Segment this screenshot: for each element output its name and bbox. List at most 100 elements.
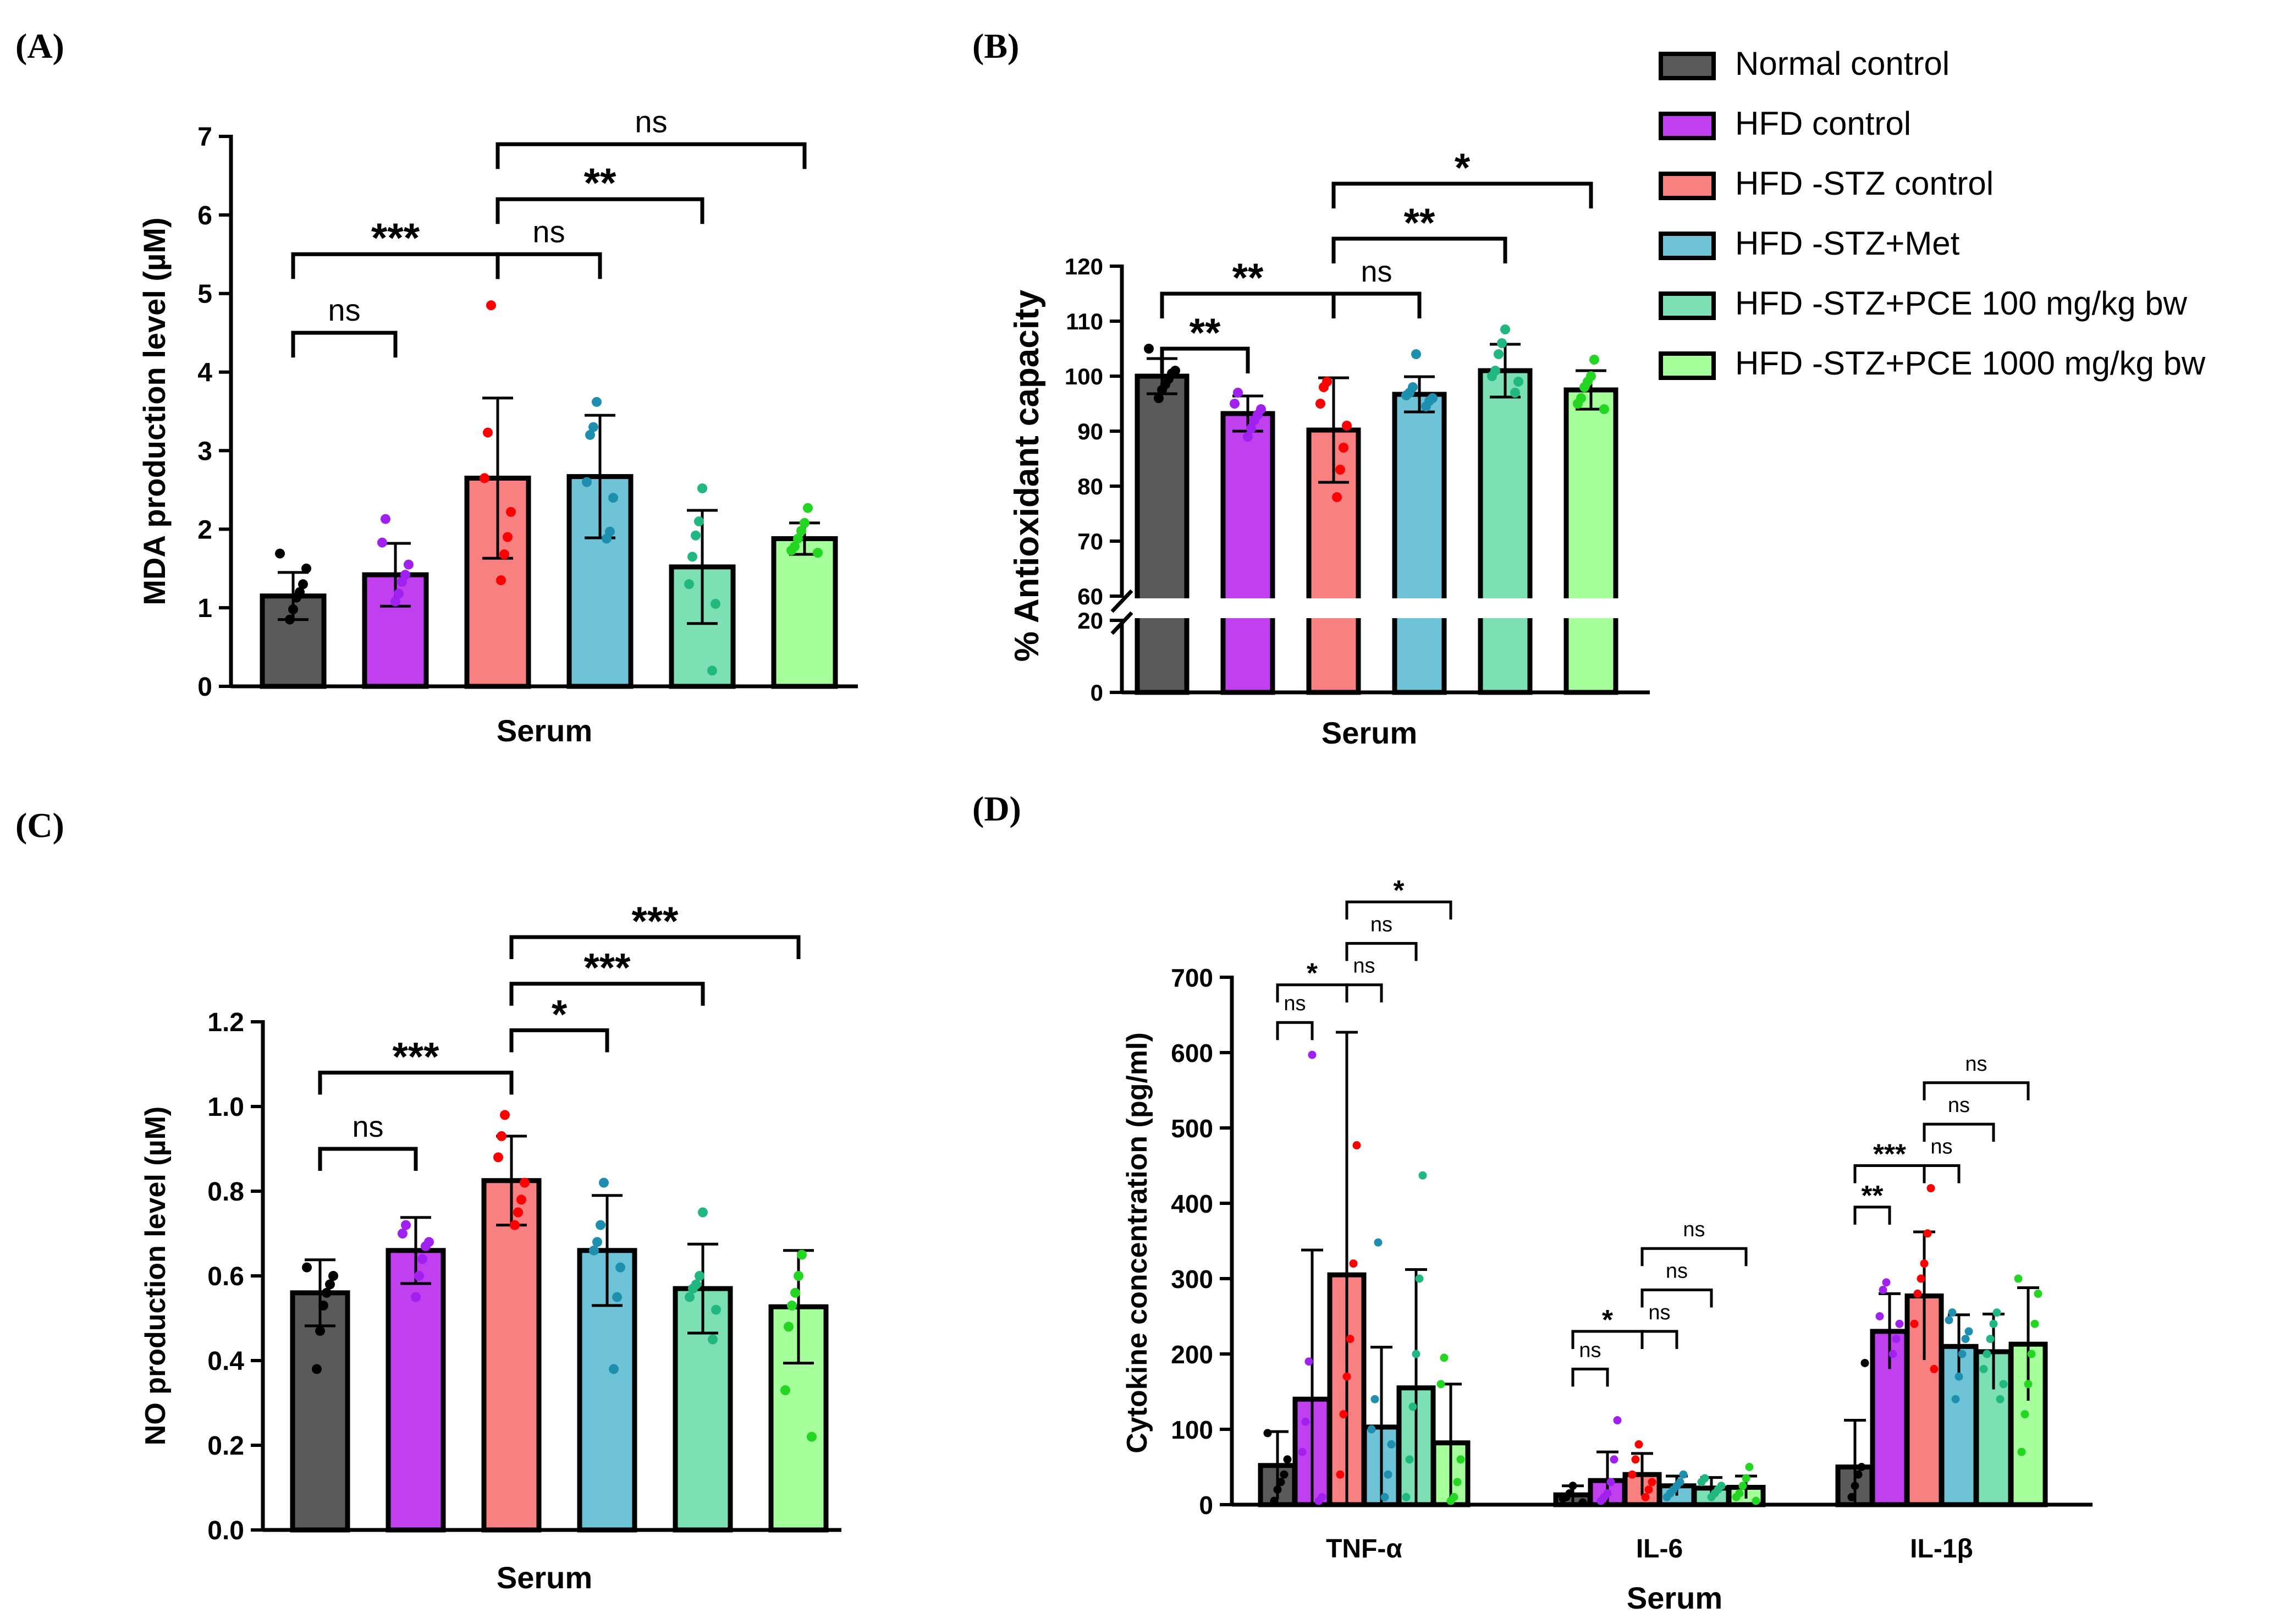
- y-axis-title: MDA production level (µM): [137, 217, 172, 605]
- y-tick-label: 100: [1065, 364, 1103, 389]
- data-point: [1352, 1141, 1361, 1150]
- significance-bracket: [509, 1028, 609, 1053]
- data-point: [1405, 1455, 1414, 1464]
- significance-label: ns: [532, 214, 565, 249]
- data-point: [796, 526, 806, 536]
- data-point: [1860, 1358, 1869, 1367]
- data-point: [585, 430, 595, 440]
- data-point: [394, 588, 404, 599]
- significance-label: ns: [328, 293, 360, 327]
- data-point: [1336, 1470, 1345, 1479]
- data-point: [417, 1254, 427, 1264]
- data-point: [1494, 349, 1504, 359]
- data-point: [483, 427, 493, 438]
- data-point: [480, 473, 489, 483]
- data-point: [1879, 1286, 1887, 1295]
- bar: [1478, 368, 1533, 695]
- data-point: [698, 1207, 708, 1218]
- data-point: [1610, 1455, 1618, 1464]
- y-tick-label: 0: [1199, 1491, 1213, 1520]
- data-point: [312, 1364, 322, 1374]
- legend-label: HFD -STZ+PCE 1000 mg/kg bw: [1735, 345, 2206, 382]
- data-point: [1319, 382, 1329, 392]
- data-point: [688, 1284, 698, 1294]
- data-point: [500, 1110, 510, 1120]
- data-point: [596, 1220, 605, 1230]
- data-point: [1920, 1259, 1929, 1268]
- data-point: [1851, 1482, 1859, 1490]
- data-point: [301, 563, 311, 574]
- y-tick-label: 0: [197, 673, 212, 702]
- data-point: [298, 579, 308, 590]
- significance-label: ns: [1579, 1339, 1601, 1362]
- data-point: [1631, 1455, 1640, 1464]
- bar: [1392, 392, 1447, 695]
- data-point: [1335, 465, 1345, 475]
- significance-bracket: [291, 331, 398, 358]
- data-point: [800, 518, 810, 528]
- data-point: [1579, 382, 1589, 392]
- data-point: [1875, 1312, 1884, 1320]
- data-point: [2020, 1410, 2029, 1419]
- significance-label: **: [1232, 256, 1264, 300]
- data-point: [496, 575, 506, 586]
- x-axis-title: Serum: [497, 1560, 592, 1595]
- data-point: [322, 1287, 332, 1298]
- legend-swatch: [1659, 351, 1716, 380]
- data-point: [1298, 1447, 1307, 1456]
- data-point: [302, 1262, 312, 1273]
- data-point: [1738, 1482, 1747, 1490]
- data-point: [1349, 1259, 1358, 1268]
- data-point: [1154, 393, 1164, 403]
- significance-bracket: [1923, 1081, 2030, 1100]
- data-point: [1497, 338, 1507, 348]
- y-tick-label: 600: [1171, 1039, 1213, 1067]
- data-point: [1510, 388, 1520, 398]
- data-point: [1270, 1496, 1279, 1505]
- data-point: [1246, 423, 1256, 433]
- data-point: [1954, 1372, 1963, 1381]
- data-point: [695, 1271, 704, 1281]
- data-point: [1367, 1425, 1376, 1434]
- data-point: [1648, 1478, 1656, 1487]
- data-point: [1384, 1470, 1392, 1479]
- data-point: [1951, 1395, 1960, 1403]
- data-point: [1418, 1171, 1427, 1180]
- y-tick-label: 0.8: [207, 1177, 244, 1207]
- data-point: [803, 503, 813, 513]
- y-tick-label: 1: [197, 594, 212, 623]
- data-point: [493, 1152, 503, 1163]
- data-point: [328, 1271, 338, 1281]
- y-axis-title: % Antioxidant capacity: [1008, 289, 1046, 662]
- significance-label: ***: [1873, 1138, 1906, 1170]
- data-point: [687, 552, 697, 562]
- significance-label: ns: [1666, 1260, 1688, 1283]
- data-point: [377, 537, 387, 548]
- data-point: [503, 532, 513, 542]
- significance-label: ns: [1370, 913, 1392, 936]
- data-point: [1315, 399, 1325, 409]
- data-point: [599, 1177, 609, 1188]
- data-point: [707, 665, 717, 676]
- data-point: [1411, 349, 1421, 359]
- significance-label: ns: [1948, 1094, 1970, 1117]
- significance-label: ns: [1284, 992, 1306, 1015]
- data-point: [499, 549, 509, 559]
- y-tick-label: 1.0: [207, 1093, 244, 1122]
- axis-break-gap: [1304, 598, 1363, 618]
- significance-bracket: [1345, 900, 1452, 920]
- data-point: [1314, 1496, 1323, 1505]
- axis-break-gap: [1476, 598, 1534, 618]
- panel-c: 0.00.20.40.60.81.01.2ns**********(C)Seru…: [15, 806, 841, 1595]
- significance-bracket: [1331, 181, 1593, 208]
- data-point: [1387, 1440, 1396, 1449]
- data-point: [1854, 1470, 1863, 1479]
- data-point: [1628, 1470, 1637, 1479]
- y-tick-label: 200: [1171, 1340, 1213, 1369]
- data-point: [1634, 1440, 1643, 1449]
- y-tick-label: 0.2: [207, 1432, 244, 1461]
- data-point: [325, 1279, 335, 1290]
- data-point: [1233, 388, 1243, 398]
- data-point: [1999, 1380, 2008, 1389]
